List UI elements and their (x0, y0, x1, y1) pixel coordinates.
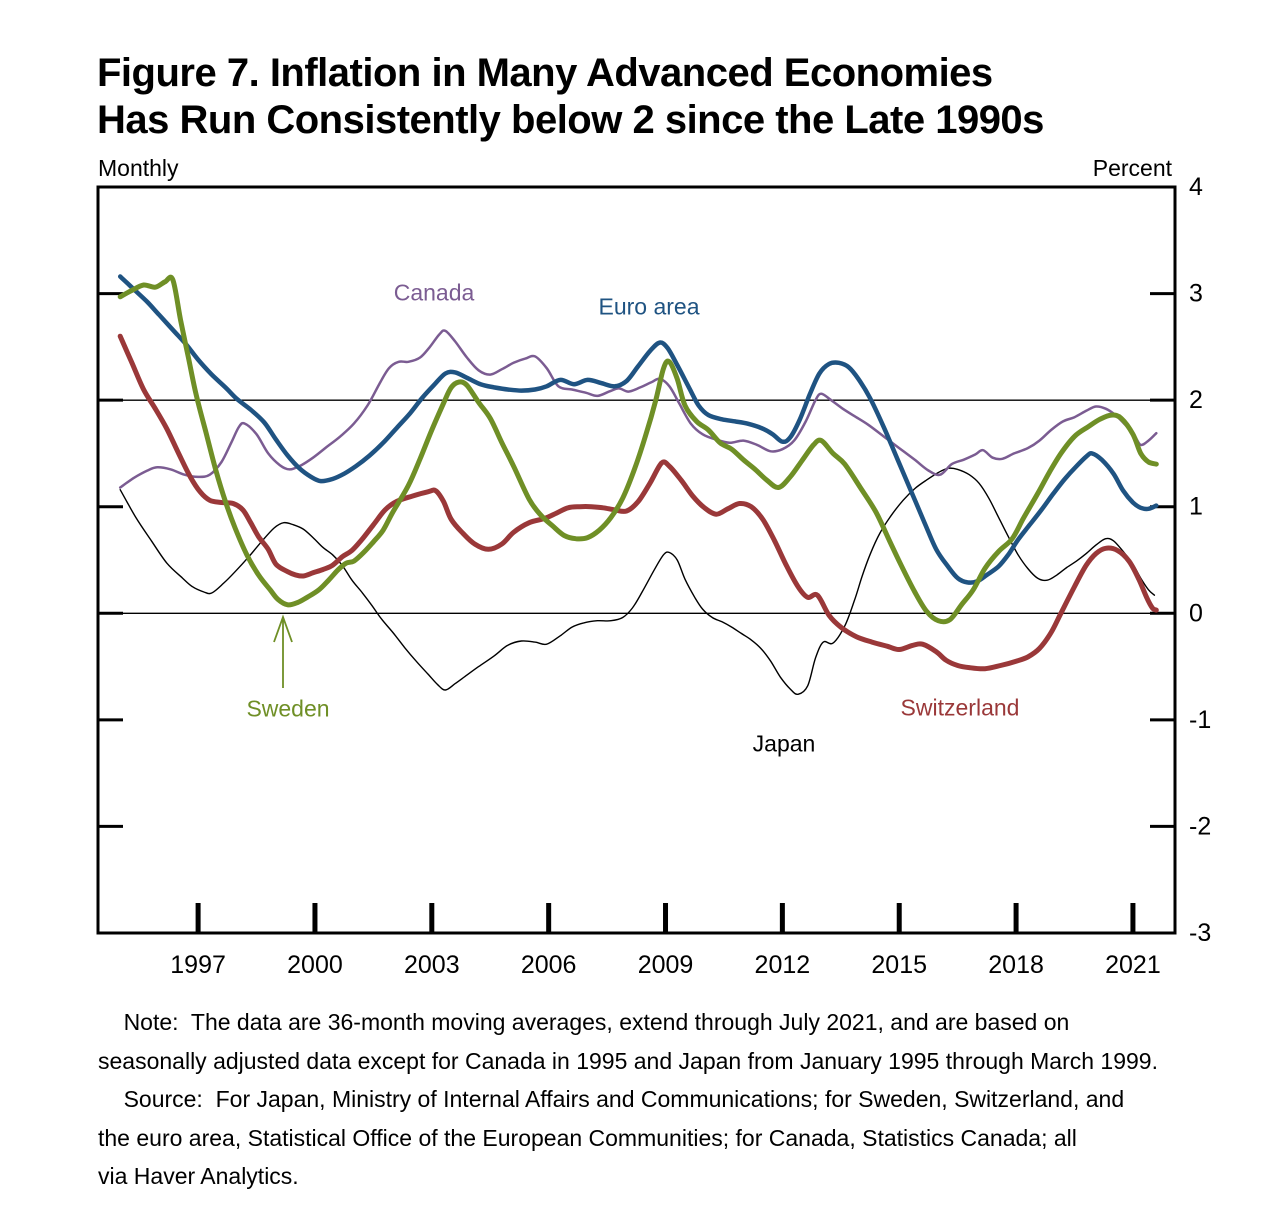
note-line: Note: The data are 36-month moving avera… (98, 1009, 1070, 1035)
series-label-euro-area: Euro area (598, 293, 700, 320)
footnotes: Note: The data are 36-month moving avera… (98, 1003, 1248, 1196)
x-axis-label-2003: 2003 (404, 951, 460, 979)
x-axis-label-2006: 2006 (521, 951, 577, 979)
sweden-arrow (273, 614, 293, 688)
y-axis-label-1: 1 (1189, 493, 1203, 521)
plot-frame (96, 185, 1177, 935)
note-line: seasonally adjusted data except for Cana… (98, 1047, 1158, 1074)
x-axis-label-2018: 2018 (988, 951, 1044, 979)
axis-unit-percent: Percent (1092, 155, 1172, 181)
series-line-euro-area (117, 274, 1159, 585)
x-axis-label-1997: 1997 (170, 951, 226, 979)
series-line-sweden (117, 274, 1159, 625)
figure-title-line2: Has Run Consistently below 2 since the L… (97, 98, 1044, 142)
series-line-japan (119, 467, 1156, 696)
source-line: via Haver Analytics. (98, 1163, 299, 1189)
y-axis-label--2: -2 (1189, 812, 1211, 840)
x-axis-label-2012: 2012 (755, 951, 811, 979)
series-label-canada: Canada (393, 279, 475, 306)
y-axis-label-2: 2 (1189, 386, 1203, 414)
series-label-switzerland: Switzerland (900, 694, 1020, 721)
source-line: the euro area, Statistical Office of the… (98, 1124, 1077, 1151)
source-line: Source: For Japan, Ministry of Internal … (98, 1086, 1125, 1112)
series-line-canada (118, 329, 1158, 489)
figure-title: Figure 7. Inflation in Many Advanced Eco… (97, 50, 1237, 144)
x-axis-label-2015: 2015 (871, 951, 927, 979)
x-axis-label-2009: 2009 (638, 951, 694, 979)
series-label-sweden: Sweden (246, 695, 330, 722)
series-line-switzerland (117, 333, 1159, 672)
series-label-japan: Japan (752, 730, 816, 757)
axis-unit-monthly: Monthly (98, 155, 179, 181)
y-axis-label-4: 4 (1189, 173, 1203, 201)
x-axis-label-2021: 2021 (1105, 951, 1161, 979)
y-axis-label-3: 3 (1189, 280, 1203, 308)
x-axis-label-2000: 2000 (287, 951, 343, 979)
y-axis-label--1: -1 (1189, 706, 1211, 734)
y-axis-label--3: -3 (1189, 919, 1211, 947)
y-axis-label-0: 0 (1189, 599, 1203, 627)
figure-title-line1: Figure 7. Inflation in Many Advanced Eco… (97, 51, 993, 95)
